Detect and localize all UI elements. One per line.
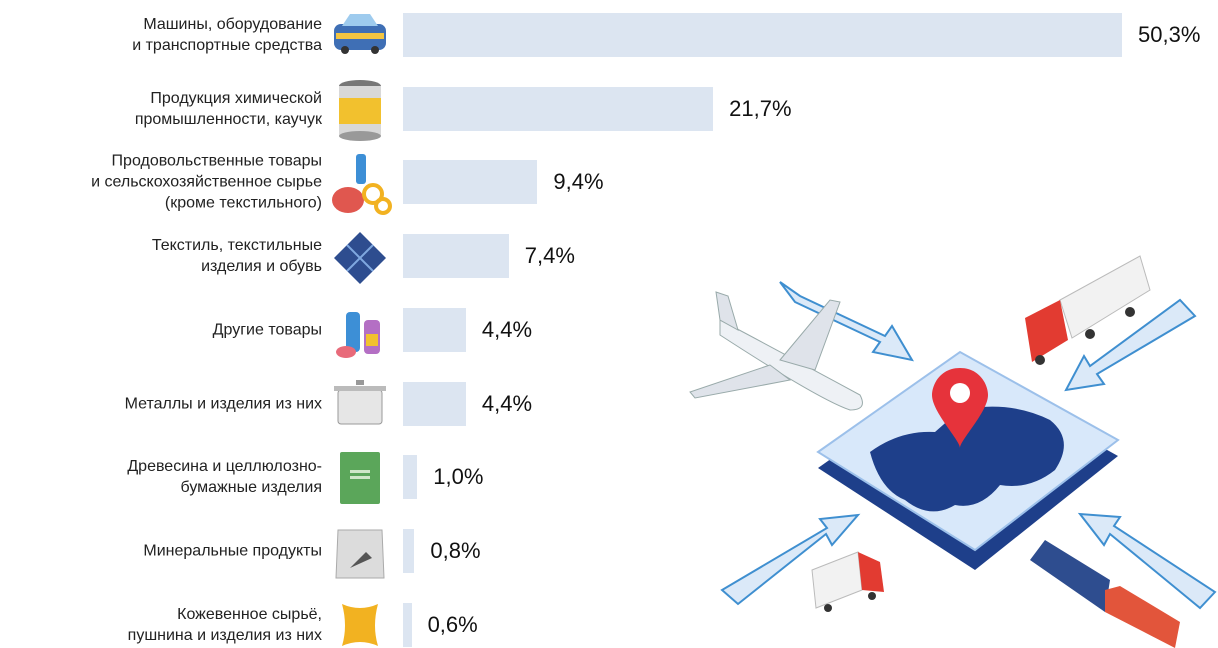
category-label: Минеральные продукты — [143, 542, 322, 560]
value-label: 4,4% — [481, 390, 533, 416]
bar — [403, 13, 1122, 57]
value-label: 0,6% — [427, 611, 478, 637]
category-label: Продукция химической промышленности, кау… — [134, 89, 322, 128]
category-label: Текстиль, текстильные изделия и обувь — [151, 237, 322, 276]
icon-food — [332, 154, 392, 215]
icon-book — [340, 452, 380, 504]
bar — [403, 528, 415, 573]
category-label: Кожевенное сырьё, пушнина и изделия из н… — [127, 605, 322, 644]
bar — [403, 307, 466, 352]
platform — [816, 350, 1120, 570]
bar — [403, 455, 418, 500]
bar — [403, 381, 466, 426]
truck — [1025, 255, 1151, 365]
truck-small — [811, 551, 884, 612]
value-label: 21,7% — [729, 95, 792, 121]
icon-leather — [342, 604, 378, 646]
value-label: 7,4% — [524, 243, 575, 269]
value-label: 1,0% — [433, 464, 484, 490]
icon-car — [334, 14, 386, 54]
icon-can — [339, 80, 381, 141]
value-label: 4,4% — [481, 316, 533, 342]
icon-pot — [334, 380, 386, 425]
bar — [403, 160, 538, 205]
icon-mineral — [335, 529, 385, 579]
value-label: 50,3% — [1138, 22, 1201, 47]
value-label: 0,8% — [430, 537, 481, 563]
category-label: Металлы и изделия из них — [124, 395, 322, 412]
bar — [403, 86, 714, 131]
train — [1030, 540, 1180, 648]
icon-textile — [334, 232, 386, 284]
category-label: Другие товары — [212, 321, 322, 339]
category-label: Машины, оборудование и транспортные сред… — [132, 16, 322, 54]
airplane — [689, 291, 863, 411]
bar — [403, 602, 412, 647]
bar — [403, 234, 509, 279]
icon-bottles — [336, 312, 380, 358]
category-label: Продовольственные товары и сельскохозяйс… — [91, 152, 322, 212]
category-label: Древесина и целлюлозно- бумажные изделия — [127, 458, 322, 497]
value-label: 9,4% — [553, 169, 604, 195]
